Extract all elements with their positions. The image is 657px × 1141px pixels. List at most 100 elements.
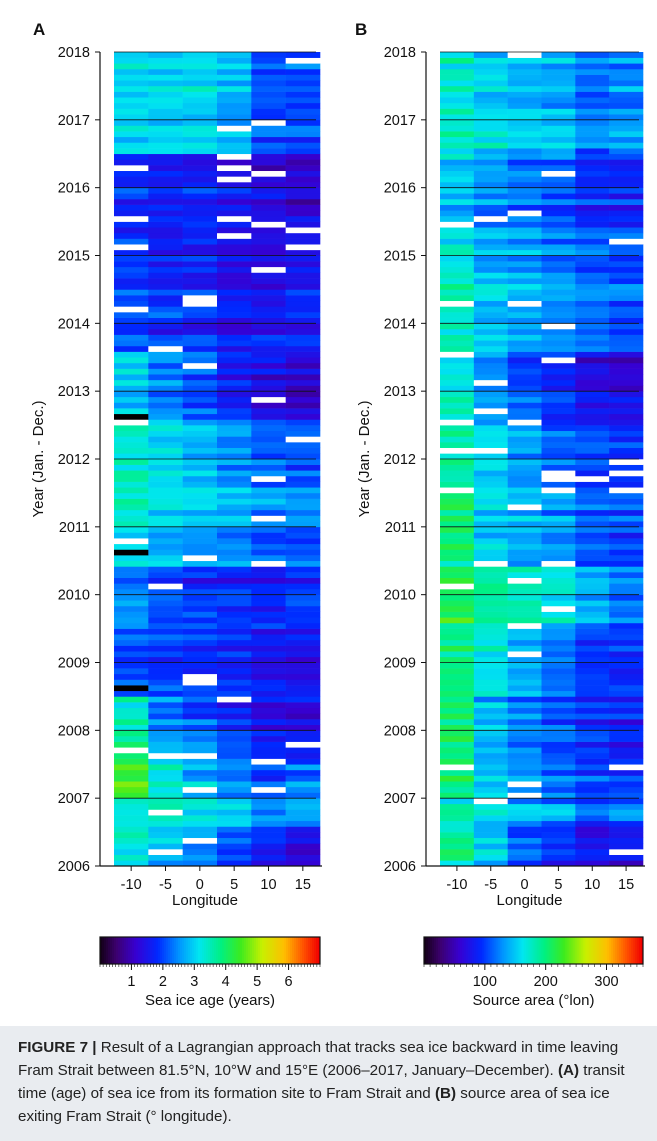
heatmap-cell (473, 283, 508, 290)
heatmap-cell (507, 442, 542, 448)
colorbar-b (423, 936, 644, 970)
colorbar-gradient-stripe (108, 937, 111, 964)
heatmap-cell (609, 464, 644, 471)
heatmap-cell (182, 656, 218, 663)
caption-text-1: Result of a Lagrangian approach that tra… (18, 1039, 619, 1079)
heatmap-cell (251, 182, 286, 188)
heatmap-cell (217, 735, 252, 742)
heatmap-cell (609, 605, 644, 612)
heatmap-cell (217, 470, 252, 477)
heatmap-cell (609, 673, 644, 680)
heatmap-cell (575, 747, 610, 754)
heatmap-cell (440, 741, 475, 748)
y-axis-label: Year (Jan. - Dec.) (356, 401, 373, 518)
colorbar-gradient-stripe (545, 937, 548, 964)
heatmap-cell (440, 572, 475, 579)
heatmap-cell (541, 345, 576, 352)
heatmap-cell (609, 261, 644, 268)
heatmap-cell (182, 312, 218, 318)
heatmap-cell (575, 391, 610, 398)
heatmap-cell (575, 295, 610, 302)
heatmap-cell (609, 119, 644, 126)
heatmap-cell (148, 854, 183, 861)
heatmap-cell (609, 323, 644, 330)
heatmap-cell (541, 368, 576, 375)
heatmap-cell (473, 515, 508, 522)
heatmap-cell (114, 334, 149, 341)
colorbar-gradient-stripe (166, 937, 169, 964)
heatmap-cell (575, 221, 610, 228)
colorbar-gradient-stripe (238, 937, 241, 964)
colorbar-gradient-stripe (537, 937, 540, 964)
heatmap-cell (114, 193, 149, 200)
heatmap-cell (473, 170, 508, 177)
heatmap-cell (541, 707, 576, 714)
heatmap-cell (507, 74, 542, 81)
heatmap-cell (575, 345, 610, 352)
heatmap-cell (541, 826, 576, 833)
heatmap-cell (440, 792, 475, 799)
heatmap-cell (507, 832, 542, 839)
heatmap-cell (473, 266, 508, 273)
heatmap-cell (251, 334, 286, 341)
heatmap-cell (541, 481, 576, 488)
heatmap-cell (609, 651, 644, 658)
heatmap-cell (251, 436, 286, 443)
heatmap-cell (148, 617, 183, 624)
heatmap-cell (251, 142, 286, 149)
heatmap-cell (575, 136, 610, 143)
heatmap-cell (507, 221, 542, 228)
heatmap-cell (114, 628, 149, 635)
heatmap-cell (114, 605, 149, 612)
heatmap-cell (217, 136, 252, 143)
heatmap-cell (473, 374, 508, 381)
colorbar-gradient-stripe (501, 937, 505, 964)
heatmap-cell (507, 690, 542, 697)
heatmap-cell (440, 408, 475, 415)
heatmap-cell (114, 560, 149, 567)
heatmap-cell (285, 464, 321, 471)
heatmap-cell (217, 442, 252, 448)
heatmap-cell (217, 379, 252, 386)
heatmap-cell (507, 792, 542, 799)
heatmap-cell (217, 221, 252, 228)
heatmap-cell (473, 74, 508, 81)
heatmap-cell (440, 685, 475, 692)
heatmap-cell (217, 425, 252, 432)
heatmap-cell (285, 238, 321, 245)
heatmap-cell (541, 165, 576, 172)
heatmap-cell (114, 639, 149, 646)
heatmap-cell (285, 232, 321, 239)
heatmap-cell (575, 481, 610, 488)
heatmap-cell (609, 187, 644, 194)
heatmap-cell (182, 193, 218, 200)
heatmap-cell (285, 555, 321, 562)
heatmap-cell (473, 719, 508, 725)
heatmap-cell (507, 351, 542, 358)
heatmap-cell (473, 340, 508, 347)
colorbar-gradient-stripe (306, 937, 309, 964)
heatmap-cell (148, 826, 183, 833)
heatmap-cell (609, 148, 644, 155)
heatmap-cell (575, 170, 610, 177)
heatmap-cell (575, 521, 610, 528)
heatmap-cell (575, 735, 610, 742)
heatmap-cell (148, 724, 183, 731)
heatmap-cell (114, 238, 149, 245)
heatmap-cell (148, 577, 183, 584)
heatmap-cell (251, 419, 286, 426)
heatmap-cell (182, 357, 218, 364)
heatmap-cell (541, 685, 576, 692)
heatmap-cell (609, 221, 644, 228)
heatmap-cell (541, 543, 576, 550)
heatmap-cell (609, 176, 644, 183)
colorbar-gradient-stripe (234, 937, 237, 964)
colorbar-gradient-stripe (314, 937, 317, 964)
heatmap-cell (114, 549, 149, 556)
colorbar-gradient-stripe (208, 937, 211, 964)
heatmap-cell (440, 656, 475, 663)
heatmap-cell (440, 679, 475, 686)
heatmap-cell (114, 645, 149, 652)
heatmap-cell (440, 815, 475, 822)
heatmap-cell (440, 600, 475, 607)
